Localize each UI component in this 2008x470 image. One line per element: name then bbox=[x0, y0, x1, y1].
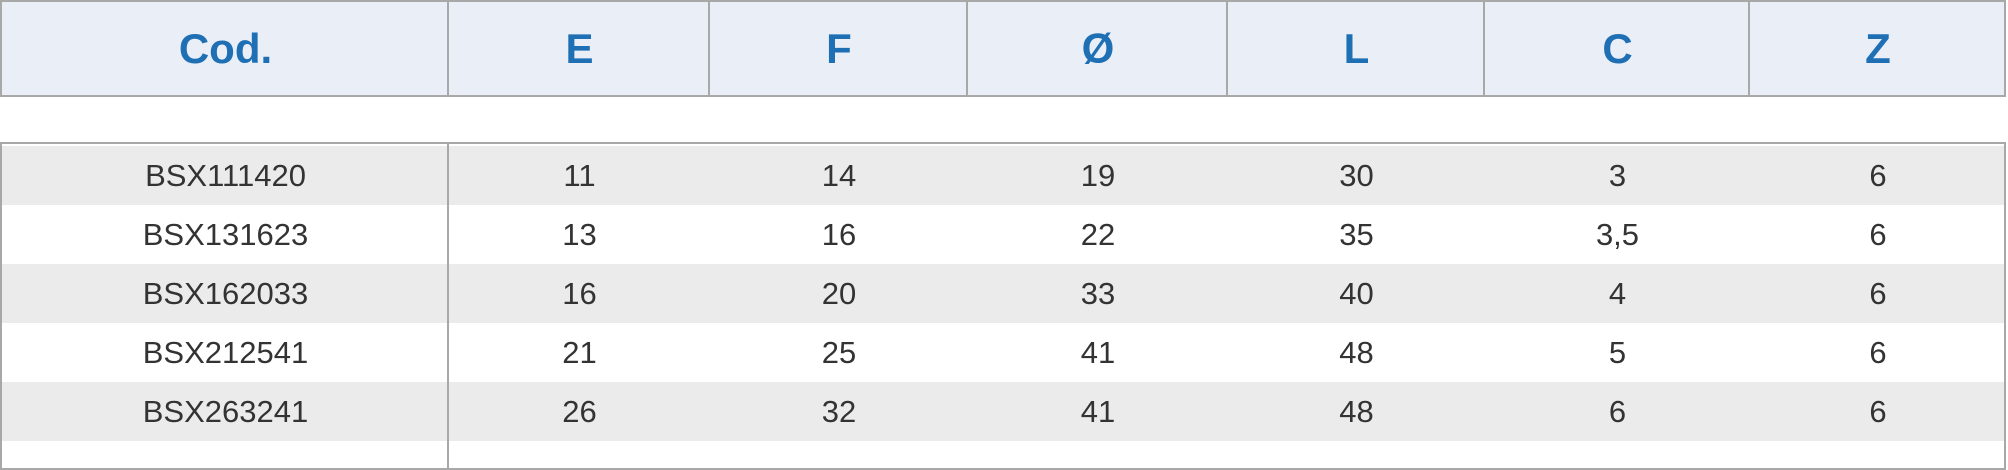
table-cell: 48 bbox=[1339, 334, 1374, 370]
table-cell: 26 bbox=[562, 393, 597, 429]
table-cell: BSX131623 bbox=[142, 216, 309, 252]
row-stripe bbox=[2, 382, 2004, 441]
table-cell: 32 bbox=[821, 393, 857, 429]
row-stripe bbox=[2, 146, 2004, 205]
table-cell: 6 bbox=[1869, 157, 1887, 193]
table-cell: 13 bbox=[562, 216, 597, 252]
table-cell: 33 bbox=[1080, 275, 1116, 311]
table-cell: 19 bbox=[1080, 157, 1116, 193]
table-cell: 22 bbox=[1080, 216, 1116, 252]
table-cell: 4 bbox=[1608, 275, 1627, 311]
table-cell: BSX263241 bbox=[142, 393, 309, 429]
header-cell: C bbox=[1602, 24, 1633, 72]
header-cell: Ø bbox=[1081, 24, 1115, 72]
header-cell: Z bbox=[1865, 24, 1891, 72]
table-cell: BSX111420 bbox=[145, 157, 306, 193]
table-cell: 48 bbox=[1339, 393, 1374, 429]
table-cell: 20 bbox=[821, 275, 857, 311]
column-divider bbox=[447, 2, 449, 95]
table-cell: 40 bbox=[1339, 275, 1374, 311]
table-cell: 41 bbox=[1080, 393, 1116, 429]
table-cell: 21 bbox=[562, 334, 597, 370]
table-cell: 14 bbox=[821, 157, 857, 193]
row-stripe bbox=[2, 264, 2004, 323]
table-cell: 6 bbox=[1869, 216, 1887, 252]
table-cell: 30 bbox=[1339, 157, 1374, 193]
table-body: BSX111420 11 14 19 30 3 6 BSX131623 13 16 22 35 3,5 6… bbox=[0, 142, 2006, 470]
table-cell: 5 bbox=[1608, 334, 1627, 370]
table-cell: 6 bbox=[1869, 393, 1887, 429]
table-cell: 3 bbox=[1608, 157, 1627, 193]
table-cell: BSX212541 bbox=[142, 334, 309, 370]
header-cell: Cod. bbox=[178, 24, 273, 72]
table-cell: 16 bbox=[821, 216, 857, 252]
column-divider bbox=[708, 2, 710, 95]
table-cell: 25 bbox=[821, 334, 857, 370]
table-cell: 3,5 bbox=[1595, 216, 1640, 252]
column-divider bbox=[966, 2, 968, 95]
table-cell: 16 bbox=[562, 275, 597, 311]
header-cell: L bbox=[1343, 24, 1370, 72]
table-cell: 6 bbox=[1869, 334, 1887, 370]
column-divider bbox=[1483, 2, 1485, 95]
table-header: Cod. E F Ø L C Z bbox=[0, 0, 2006, 97]
header-cell: E bbox=[565, 24, 594, 72]
table-cell: BSX162033 bbox=[142, 275, 309, 311]
table-cell: 6 bbox=[1608, 393, 1627, 429]
column-divider bbox=[447, 144, 449, 468]
table-cell: 6 bbox=[1869, 275, 1887, 311]
table-cell: 41 bbox=[1080, 334, 1116, 370]
column-divider bbox=[1226, 2, 1228, 95]
table-cell: 11 bbox=[563, 157, 596, 193]
header-cell: F bbox=[826, 24, 852, 72]
column-divider bbox=[1748, 2, 1750, 95]
table-cell: 35 bbox=[1339, 216, 1374, 252]
